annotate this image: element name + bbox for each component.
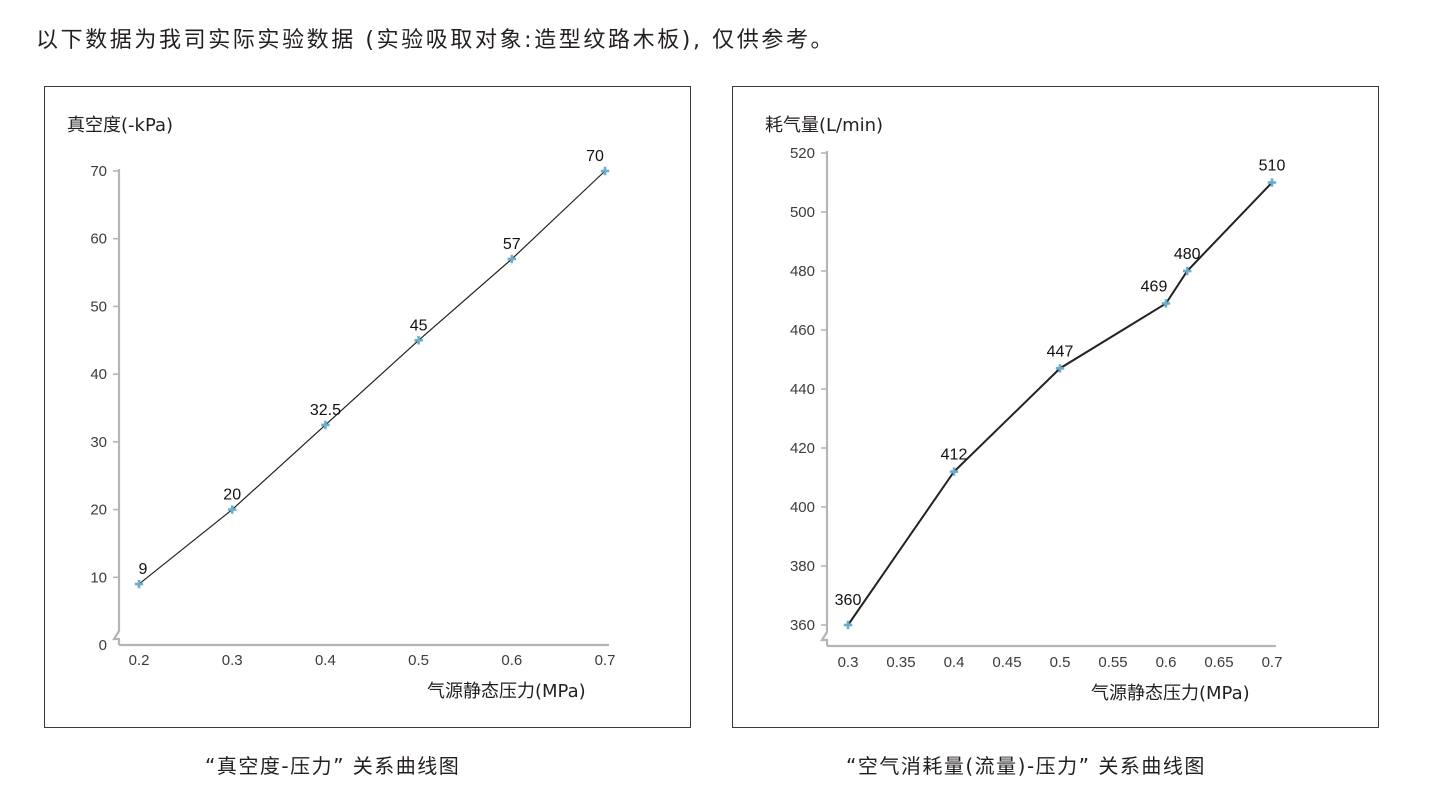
vacuum-chart-x-axis-label: 气源静态压力(MPa) xyxy=(427,681,586,702)
airflow-x-tick-label: 0.55 xyxy=(1098,654,1127,671)
vacuum-x-tick-label: 0.7 xyxy=(595,652,616,669)
vacuum-y-tick-label: 30 xyxy=(90,434,107,451)
airflow-data-label: 412 xyxy=(941,447,968,464)
airflow-x-tick-label: 0.65 xyxy=(1204,654,1233,671)
airflow-data-point xyxy=(949,467,959,476)
vacuum-y-tick-label: 0 xyxy=(99,637,107,654)
vacuum-y-tick-label: 10 xyxy=(90,569,107,586)
intro-text: 以下数据为我司实际实验数据 (实验吸取对象:造型纹路木板), 仅供参考。 xyxy=(36,28,836,53)
vacuum-data-label: 32.5 xyxy=(310,402,341,419)
airflow-x-tick-label: 0.45 xyxy=(992,654,1021,671)
airflow-x-tick-label: 0.3 xyxy=(838,654,859,671)
vacuum-chart-y-axis-label: 真空度(-kPa) xyxy=(67,115,174,136)
airflow-data-point xyxy=(1183,266,1192,276)
airflow-y-tick-label: 460 xyxy=(790,322,815,339)
airflow-y-tick-label: 420 xyxy=(790,440,815,457)
vacuum-data-point xyxy=(228,505,237,514)
vacuum-chart-caption: “真空度-压力” 关系曲线图 xyxy=(205,754,461,778)
vacuum-y-tick-label: 20 xyxy=(90,502,107,519)
airflow-x-tick-label: 0.35 xyxy=(886,654,915,671)
vacuum-data-label: 57 xyxy=(503,236,521,253)
vacuum-y-axis xyxy=(112,169,121,645)
vacuum-x-tick-label: 0.5 xyxy=(408,652,429,669)
airflow-y-tick-label: 380 xyxy=(790,558,815,575)
airflow-y-axis xyxy=(820,151,829,646)
airflow-data-label: 480 xyxy=(1174,246,1201,263)
airflow-x-tick-label: 0.5 xyxy=(1050,654,1071,671)
vacuum-data-point xyxy=(321,420,330,430)
vacuum-x-tick-label: 0.3 xyxy=(222,652,243,669)
airflow-y-tick-label: 480 xyxy=(790,263,815,280)
vacuum-data-point xyxy=(134,579,144,589)
airflow-data-point xyxy=(843,620,853,630)
vacuum-x-tick-label: 0.2 xyxy=(129,652,150,669)
vacuum-y-tick-label: 60 xyxy=(90,231,107,248)
vacuum-data-point xyxy=(507,254,516,264)
airflow-y-tick-label: 400 xyxy=(790,499,815,516)
airflow-chart-plot: 360 380 400 420 440 460 480 500 520 0.3 0.35 0.4 0.4… xyxy=(790,145,1286,671)
vacuum-y-tick-label: 70 xyxy=(90,163,107,180)
airflow-data-point xyxy=(1161,299,1171,308)
vacuum-y-tick-label: 40 xyxy=(90,366,107,383)
airflow-x-tick-label: 0.6 xyxy=(1156,654,1177,671)
vacuum-data-point xyxy=(414,336,423,345)
vacuum-data-label: 70 xyxy=(586,148,604,165)
airflow-chart-y-axis-label: 耗气量(L/min) xyxy=(765,115,884,136)
airflow-y-tick-label: 520 xyxy=(790,145,815,162)
airflow-chart-x-axis-label: 气源静态压力(MPa) xyxy=(1091,683,1250,704)
airflow-y-tick-label: 360 xyxy=(790,617,815,634)
airflow-data-point xyxy=(1055,364,1065,373)
airflow-data-label: 447 xyxy=(1047,343,1074,360)
airflow-data-label: 510 xyxy=(1259,158,1286,175)
airflow-data-label: 469 xyxy=(1141,278,1168,295)
airflow-y-tick-label: 500 xyxy=(790,204,815,221)
airflow-chart-frame: 耗气量(L/min) 气源静态压力(MPa) 360 380 400 420 440 46… xyxy=(732,86,1379,728)
airflow-x-tick-label: 0.4 xyxy=(944,654,965,671)
vacuum-data-label: 9 xyxy=(139,561,148,578)
vacuum-chart-frame: 真空度(-kPa) 气源静态压力(MPa) 0 10 20 30 40 50 60 70 0.2… xyxy=(44,86,691,728)
vacuum-data-point xyxy=(600,166,610,176)
airflow-chart-caption: “空气消耗量(流量)-压力” 关系曲线图 xyxy=(846,754,1206,778)
vacuum-data-label: 45 xyxy=(410,317,428,334)
airflow-series-line xyxy=(847,181,1273,626)
vacuum-chart-plot: 0 10 20 30 40 50 60 70 0.2 0.3 0.4 0.5 0.6 0.7 9 20 32.5… xyxy=(90,148,616,669)
vacuum-x-tick-label: 0.6 xyxy=(501,652,522,669)
vacuum-x-tick-label: 0.4 xyxy=(315,652,336,669)
vacuum-series-line xyxy=(138,170,606,585)
airflow-data-point xyxy=(1267,178,1277,187)
vacuum-y-tick-label: 50 xyxy=(90,298,107,315)
vacuum-data-label: 20 xyxy=(223,487,241,504)
airflow-y-tick-label: 440 xyxy=(790,381,815,398)
airflow-data-label: 360 xyxy=(835,592,862,609)
airflow-x-tick-label: 0.7 xyxy=(1262,654,1283,671)
